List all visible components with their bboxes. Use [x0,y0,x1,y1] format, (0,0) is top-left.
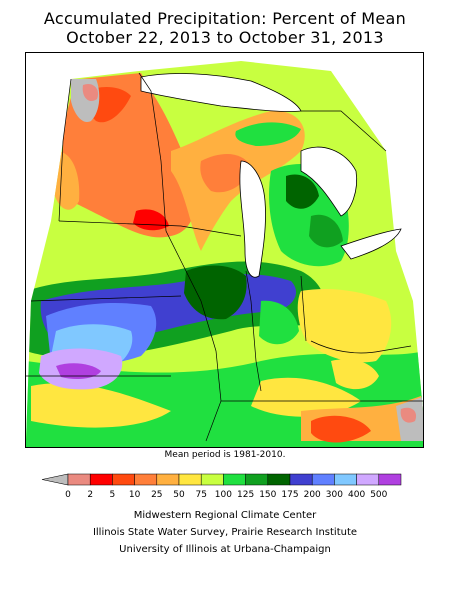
map-title: Accumulated Precipitation: Percent of Me… [43,9,407,28]
michigan-dark-green [286,174,319,209]
lake-erie [340,228,402,260]
great-lakes [140,73,402,278]
color-legend: 0 2 5 10 25 50 75 100 125 150 175 200 300 400 500 [41,473,402,500]
south-yellow-1 [31,383,171,428]
legend-tick-label: 10 [129,490,141,500]
legend-tick-label: 100 [215,490,232,500]
legend-swatch [378,473,402,486]
lake-michigan [239,160,266,278]
west-orange [53,151,80,210]
ohio-yellow [297,289,392,363]
legend-tick-label: 400 [348,490,365,500]
legend-tick-label: 500 [370,490,387,500]
legend-tick-label: 150 [259,490,276,500]
precipitation-map [25,52,424,448]
legend-swatch [267,473,291,486]
credit-isws: Illinois State Water Survey, Prairie Res… [92,527,358,538]
wisconsin-dark-orange [200,154,251,193]
legend-swatch [112,473,135,486]
michigan-mid-green [309,214,343,248]
legend-swatch [134,473,158,486]
legend-swatch [156,473,180,486]
legend-tick-label: 125 [237,490,254,500]
map-canvas [26,53,423,447]
legend-tick-label: 200 [304,490,321,500]
legend-tick-label: 25 [151,490,162,500]
upper-michigan-green [235,122,301,146]
legend-tick-label: 75 [195,490,206,500]
kentucky-yellow [331,359,379,390]
legend-tick-label: 2 [87,490,93,500]
mean-period-note: Mean period is 1981-2010. [164,450,286,460]
south-yellow-2 [251,377,361,417]
legend-swatch [245,473,269,486]
indiana-green [259,300,299,345]
legend-tick-label: 50 [173,490,185,500]
legend-tick-label: 175 [281,490,298,500]
legend-swatch [178,473,202,486]
legend-tick-labels: 0 2 5 10 25 50 75 100 125 150 175 200 300 400 500 [65,490,388,500]
legend-swatch [289,473,313,486]
legend-swatch [67,473,91,486]
credit-uiuc: University of Illinois at Urbana-Champai… [119,544,331,555]
legend-arrow [41,473,69,486]
legend-swatch [223,473,246,486]
credit-mrcc: Midwestern Regional Climate Center [133,510,317,521]
southeast-salmon [400,407,417,423]
lake-superior [140,73,302,112]
legend-swatch [311,473,335,486]
legend-swatch [200,473,224,486]
southeast-red [311,415,371,443]
northwest-salmon [82,83,99,102]
legend-tick-label: 5 [110,490,116,500]
lake-huron [300,146,358,217]
legend-swatches [41,473,402,486]
legend-tick-label: 0 [65,490,71,500]
missouri-purple [56,363,101,379]
legend-swatch [334,473,357,486]
legend-swatch [356,473,380,486]
legend-tick-label: 300 [326,490,343,500]
illinois-dark-green [184,265,247,320]
state-borders [26,72,423,442]
legend-swatch [89,473,113,486]
map-date-range: October 22, 2013 to October 31, 2013 [66,28,384,47]
